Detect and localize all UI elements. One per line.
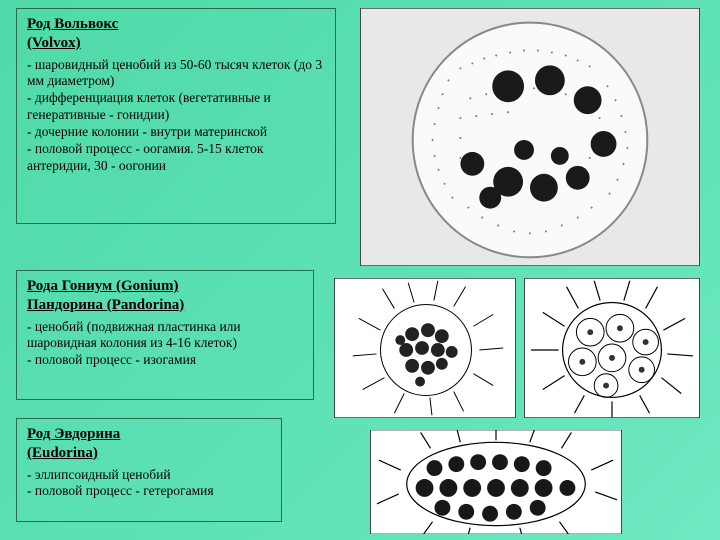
gonium-box: Рода Гониум (Gonium) Пандорина (Pandorin… <box>16 270 314 400</box>
gonium-image <box>334 278 516 418</box>
title-line: Рода Гониум (Gonium) <box>27 278 178 294</box>
eudorina-body: - эллипсоидный ценобий- половой процесс … <box>27 467 271 501</box>
title-line: Род Вольвокс <box>27 16 118 32</box>
eudorina-image <box>370 430 622 534</box>
gonium-body: - ценобий (подвижная пластинка или шаров… <box>27 319 303 370</box>
title-line: (Eudorina) <box>27 445 98 461</box>
title-line: Пандорина (Pandorina) <box>27 297 184 313</box>
eudorina-title: Род Эвдорина (Eudorina) <box>27 425 271 463</box>
eudorina-box: Род Эвдорина (Eudorina) - эллипсоидный ц… <box>16 418 282 522</box>
volvox-box: Род Вольвокс (Volvox) - шаровидный ценоб… <box>16 8 336 224</box>
volvox-body: - шаровидный ценобий из 50-60 тысяч клет… <box>27 57 325 175</box>
title-line: (Volvox) <box>27 35 81 51</box>
volvox-title: Род Вольвокс (Volvox) <box>27 15 325 53</box>
pandorina-image <box>524 278 700 418</box>
gonium-title: Рода Гониум (Gonium) Пандорина (Pandorin… <box>27 277 303 315</box>
title-line: Род Эвдорина <box>27 426 120 442</box>
volvox-image <box>360 8 700 266</box>
